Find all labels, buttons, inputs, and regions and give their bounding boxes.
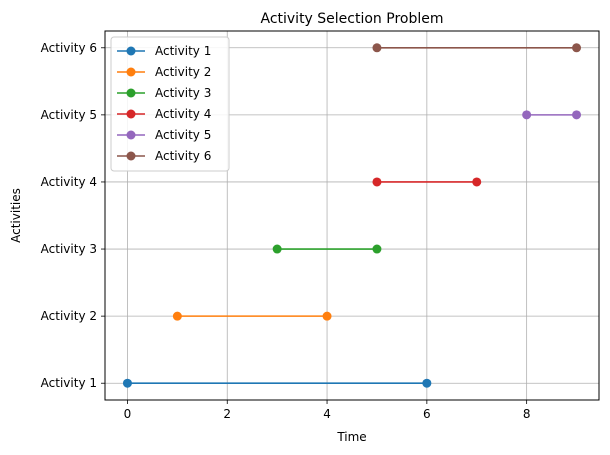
x-tick-label: 8 (523, 407, 531, 421)
x-tick-label: 2 (223, 407, 231, 421)
data-point-activity-6-end (572, 43, 582, 53)
legend-box (110, 36, 230, 172)
y-tick-label: Activity 5 (41, 108, 97, 122)
x-tick-label: 6 (423, 407, 431, 421)
data-point-activity-4-start (372, 177, 382, 187)
legend-label: Activity 1 (155, 44, 211, 58)
data-point-activity-3-end (372, 244, 382, 254)
chart-title: Activity Selection Problem (260, 11, 443, 27)
legend-swatch-marker (126, 130, 136, 140)
legend-label: Activity 5 (155, 128, 211, 142)
data-point-activity-2-end (322, 311, 332, 321)
legend-label: Activity 4 (155, 107, 211, 121)
legend: Activity 1 Activity 2 Activity 3 Activity 4… (110, 36, 230, 172)
data-point-activity-5-end (572, 110, 582, 120)
y-tick-label: Activity 4 (41, 175, 97, 189)
y-tick-label: Activity 6 (41, 41, 97, 55)
y-axis-label: Activities (9, 188, 23, 243)
plot-frame (104, 30, 600, 401)
legend-swatch-marker (126, 88, 136, 98)
data-point-activity-5-start (522, 110, 532, 120)
legend-swatch-marker (126, 109, 136, 119)
data-point-activity-6-start (372, 43, 382, 53)
x-axis-ticks: 0 2 4 6 8 (124, 400, 531, 421)
data-point-activity-2-start (172, 311, 182, 321)
legend-swatch-marker (126, 67, 136, 77)
y-tick-label: Activity 3 (41, 242, 97, 256)
legend-label: Activity 3 (155, 86, 211, 100)
data-point-activity-4-end (472, 177, 482, 187)
x-tick-label: 0 (124, 407, 132, 421)
x-axis-label: Time (336, 430, 366, 444)
y-tick-label: Activity 1 (41, 376, 97, 390)
data-point-activity-3-start (272, 244, 282, 254)
data-point-activity-1-start (122, 378, 132, 388)
y-axis-ticks: Activity 1 Activity 2 Activity 3 Activity 4… (41, 41, 105, 390)
legend-label: Activity 2 (155, 65, 211, 79)
series-group (122, 43, 582, 388)
data-point-activity-1-end (422, 378, 432, 388)
legend-swatch-marker (126, 151, 136, 161)
x-tick-label: 4 (323, 407, 331, 421)
legend-label: Activity 6 (155, 149, 211, 163)
legend-swatch-marker (126, 46, 136, 56)
y-tick-label: Activity 2 (41, 309, 97, 323)
